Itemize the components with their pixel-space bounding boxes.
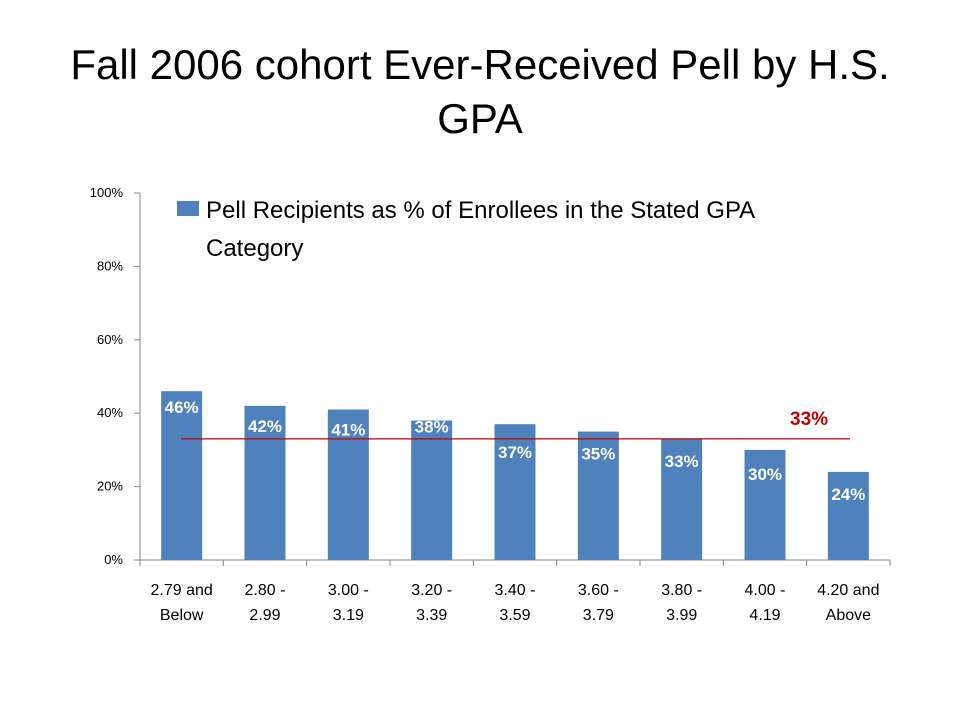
- bar: [411, 420, 453, 560]
- legend-label-line2: Category: [206, 235, 303, 262]
- bar: [244, 405, 286, 560]
- y-tick-label: 40%: [97, 405, 123, 420]
- bar: [577, 431, 619, 560]
- y-tick-label: 100%: [90, 185, 124, 200]
- bar-data-label: 35%: [581, 445, 615, 464]
- bar-data-label: 41%: [331, 421, 365, 440]
- bar-data-label: 24%: [831, 485, 865, 504]
- legend-label-line1: Pell Recipients as % of Enrollees in the…: [206, 197, 755, 224]
- bar: [161, 391, 203, 560]
- x-category-label-line2: 3.39: [416, 607, 447, 624]
- x-category-label-line1: 3.00 -: [328, 582, 369, 599]
- bar: [494, 424, 536, 560]
- x-category-label-line1: 3.20 -: [411, 582, 452, 599]
- bar: [744, 449, 786, 560]
- x-category-label-line1: 4.20 and: [817, 582, 879, 599]
- x-category-label-line2: Above: [826, 607, 871, 624]
- bar-data-label: 42%: [248, 417, 282, 436]
- x-category-label-line2: 4.19: [749, 607, 780, 624]
- x-category-label-line2: 3.59: [499, 607, 530, 624]
- bar-data-label: 46%: [165, 398, 199, 417]
- y-tick-label: 20%: [97, 479, 123, 494]
- x-category-label-line1: 3.40 -: [495, 582, 536, 599]
- slide-title: Fall 2006 cohort Ever-Received Pell by H…: [70, 41, 890, 142]
- reference-line-label: 33%: [790, 409, 828, 430]
- bar: [661, 438, 703, 560]
- legend-swatch: [177, 201, 199, 216]
- bar: [827, 471, 869, 560]
- bar-data-label: 38%: [415, 418, 449, 437]
- bar-data-label: 37%: [498, 443, 532, 462]
- y-tick-label: 80%: [97, 258, 123, 273]
- x-category-label-line1: 2.80 -: [245, 582, 286, 599]
- bar-data-label: 30%: [748, 465, 782, 484]
- x-category-label-line2: 3.19: [333, 607, 364, 624]
- x-category-label-line2: 3.79: [583, 607, 614, 624]
- y-tick-label: 60%: [97, 332, 123, 347]
- x-category-label-line2: Below: [160, 607, 204, 624]
- x-category-label-line2: 3.99: [666, 607, 697, 624]
- x-category-label-line1: 3.60 -: [578, 582, 619, 599]
- y-tick-label: 0%: [104, 552, 123, 567]
- x-category-label-line1: 4.00 -: [745, 582, 786, 599]
- x-category-label-line1: 3.80 -: [661, 582, 702, 599]
- x-category-label-line1: 2.79 and: [151, 582, 213, 599]
- bar: [327, 409, 369, 560]
- x-category-label-line2: 2.99: [249, 607, 280, 624]
- bar-data-label: 33%: [665, 452, 699, 471]
